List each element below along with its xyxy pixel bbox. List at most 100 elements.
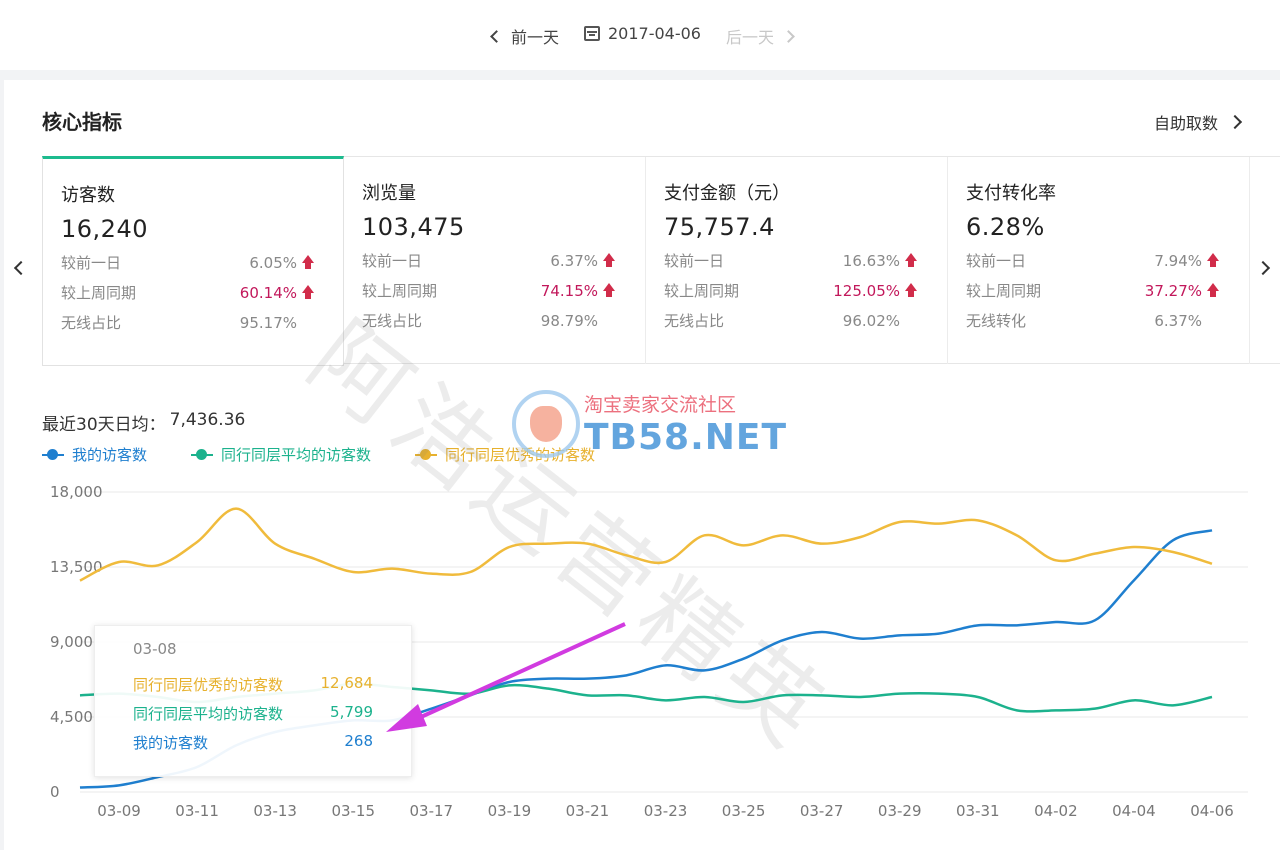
metric-row-label: 无线转化	[966, 312, 1027, 330]
legend-marker-icon	[415, 448, 438, 461]
self-fetch-label: 自助取数	[1153, 114, 1218, 133]
arrow-up-icon	[904, 283, 918, 298]
metric-name: 支付金额（元）	[664, 183, 790, 204]
self-fetch-link[interactable]: 自助取数	[1153, 110, 1243, 134]
y-tick-label: 18,000	[50, 483, 103, 501]
metric-row-number: 6.05%	[249, 253, 297, 272]
x-tick-label: 03-11	[175, 802, 219, 820]
metric-row-value: 96.02%	[843, 310, 900, 331]
average-value: 7,436.36	[169, 410, 246, 430]
legend-item-average[interactable]: 同行同层平均的访客数	[191, 444, 371, 465]
tooltip-row-label: 同行同层优秀的访客数	[133, 676, 284, 694]
tooltip-row-label: 同行同层平均的访客数	[133, 705, 284, 723]
x-tick-label: 04-06	[1190, 802, 1234, 820]
metric-row: 较上周同期 37.27%	[966, 280, 1220, 301]
x-tick-label: 03-19	[488, 802, 532, 820]
metric-row-value: 125.05%	[833, 280, 918, 301]
section-title: 核心指标	[42, 110, 122, 134]
tooltip-row-label: 我的访客数	[133, 734, 209, 752]
metric-row-value: 16.63%	[843, 250, 918, 271]
metric-row: 无线占比 98.79%	[362, 310, 616, 331]
metric-row-value: 37.27%	[1145, 280, 1220, 301]
arrow-up-icon	[602, 253, 616, 268]
arrow-up-icon	[602, 283, 616, 298]
date-picker[interactable]: 2017-04-06	[584, 24, 701, 43]
metric-value: 6.28%	[966, 213, 1045, 241]
metric-row-label: 较前一日	[61, 254, 122, 272]
x-tick-label: 03-23	[644, 802, 688, 820]
arrow-up-icon	[1206, 253, 1220, 268]
chart-tooltip: 03-08 同行同层优秀的访客数 12,684 同行同层平均的访客数 5,799…	[94, 625, 412, 777]
metric-row-label: 无线占比	[664, 312, 725, 330]
arrow-up-icon	[301, 255, 315, 270]
metric-row-value: 74.15%	[541, 280, 616, 301]
next-day-button[interactable]: 后一天	[726, 24, 795, 48]
x-tick-label: 04-02	[1034, 802, 1078, 820]
previous-day-label: 前一天	[511, 28, 560, 47]
metric-row-number: 125.05%	[833, 281, 900, 300]
metric-row-number: 95.17%	[239, 313, 297, 332]
metric-row-number: 98.79%	[540, 311, 598, 330]
metric-row: 无线转化 6.37%	[966, 310, 1220, 331]
arrow-up-icon	[301, 285, 315, 300]
y-tick-label: 9,000	[50, 633, 93, 651]
metric-row-value: 7.94%	[1154, 250, 1220, 271]
metric-row-number: 7.94%	[1154, 251, 1202, 270]
metric-row-label: 较前一日	[664, 252, 725, 270]
current-date: 2017-04-06	[608, 24, 701, 43]
tooltip-date: 03-08	[133, 640, 177, 658]
metric-row-number: 96.02%	[842, 311, 900, 330]
metric-row: 无线占比 95.17%	[61, 312, 315, 333]
arrow-up-icon	[904, 253, 918, 268]
metric-name: 支付转化率	[966, 183, 1056, 204]
y-tick-label: 0	[50, 783, 60, 801]
metric-value: 16,240	[61, 215, 148, 243]
x-tick-label: 04-04	[1112, 802, 1156, 820]
metric-row-label: 无线占比	[61, 314, 122, 332]
metrics-carousel: 访客数 16,240 较前一日 6.05% 较上周同期 60.14% 无线占比 95.…	[42, 156, 1280, 366]
metric-card-visitors[interactable]: 访客数 16,240 较前一日 6.05% 较上周同期 60.14% 无线占比 95.…	[42, 156, 344, 366]
metric-row: 较上周同期 74.15%	[362, 280, 616, 301]
metric-row: 较上周同期 125.05%	[664, 280, 918, 301]
metric-row-number: 6.37%	[550, 251, 598, 270]
metric-card-conversion-rate[interactable]: 支付转化率 6.28% 较前一日 7.94% 较上周同期 37.27% 无线转化 6.…	[948, 157, 1250, 364]
metric-row-number: 16.63%	[842, 251, 900, 270]
metric-name: 访客数	[61, 185, 115, 206]
tooltip-row-mine: 我的访客数 268	[133, 732, 373, 753]
x-tick-label: 03-09	[97, 802, 141, 820]
metric-name: 浏览量	[362, 183, 416, 204]
metric-row-label: 较上周同期	[966, 282, 1042, 300]
metric-row-label: 较上周同期	[61, 284, 137, 302]
metric-value: 103,475	[362, 213, 465, 241]
x-tick-label: 03-27	[800, 802, 844, 820]
metric-row: 较前一日 7.94%	[966, 250, 1220, 271]
metric-row-label: 无线占比	[362, 312, 423, 330]
metric-row: 无线占比 96.02%	[664, 310, 918, 331]
tooltip-row-value: 5,799	[330, 703, 373, 721]
metric-row-label: 较前一日	[362, 252, 423, 270]
metric-card-payment-amount[interactable]: 支付金额（元） 75,757.4 较前一日 16.63% 较上周同期 125.05%…	[646, 157, 948, 364]
legend-marker-icon	[191, 448, 214, 461]
metric-row: 较上周同期 60.14%	[61, 282, 315, 303]
legend-item-mine[interactable]: 我的访客数	[42, 444, 147, 465]
previous-day-button[interactable]: 前一天	[490, 24, 560, 48]
y-tick-label: 4,500	[50, 708, 93, 726]
legend-label: 我的访客数	[72, 446, 148, 464]
calendar-icon	[584, 26, 600, 41]
x-tick-label: 03-21	[566, 802, 610, 820]
metric-card-pageviews[interactable]: 浏览量 103,475 较前一日 6.37% 较上周同期 74.15% 无线占比 98…	[344, 157, 646, 364]
chart-legend: 我的访客数 同行同层平均的访客数 同行同层优秀的访客数	[42, 444, 595, 465]
metric-row-number: 60.14%	[239, 283, 297, 302]
next-day-label: 后一天	[726, 28, 775, 47]
x-tick-label: 03-31	[956, 802, 1000, 820]
legend-label: 同行同层平均的访客数	[221, 446, 372, 464]
metric-row-value: 60.14%	[240, 282, 315, 303]
tooltip-row-value: 12,684	[320, 674, 374, 692]
tooltip-row-average: 同行同层平均的访客数 5,799	[133, 703, 373, 724]
metric-row: 较前一日 6.05%	[61, 252, 315, 273]
x-tick-label: 03-17	[410, 802, 454, 820]
metric-row-value: 6.37%	[550, 250, 616, 271]
metric-row-value: 95.17%	[240, 312, 297, 333]
thirty-day-average: 最近30天日均： 7,436.36	[42, 410, 245, 435]
